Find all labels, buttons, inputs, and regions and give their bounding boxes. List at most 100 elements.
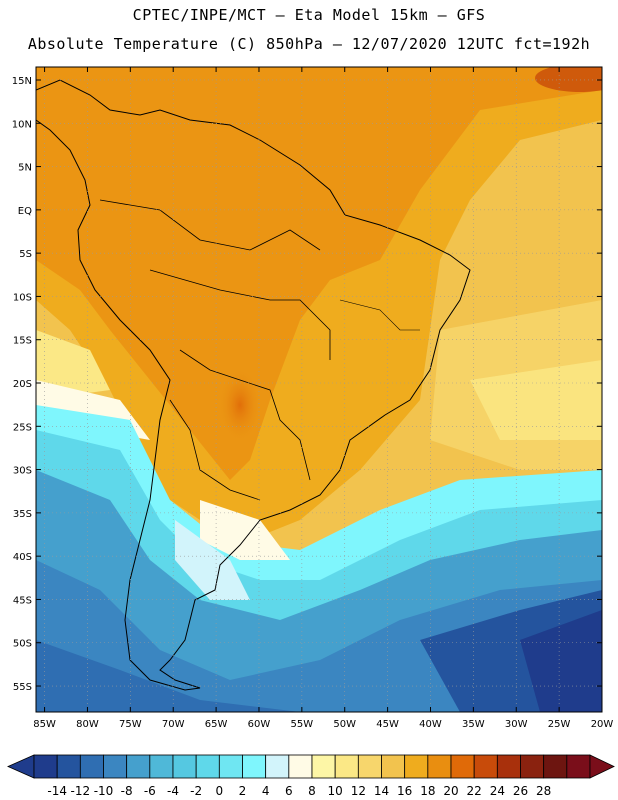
- colorbar-swatch: [543, 754, 568, 779]
- south-america-coast: [36, 79, 471, 691]
- lat-label: 35S: [13, 509, 32, 520]
- lat-label: 20S: [13, 379, 32, 390]
- colorbar-label: 16: [397, 784, 412, 798]
- border-states: [339, 299, 420, 331]
- lon-label: 20W: [591, 719, 614, 730]
- lon-label: 55W: [291, 719, 314, 730]
- lat-label: 25S: [13, 422, 32, 433]
- colorbar-swatch: [195, 754, 220, 779]
- colorbar-label: 14: [374, 784, 389, 798]
- lat-label: 5N: [18, 163, 32, 174]
- colorbar-swatch: [149, 754, 174, 779]
- colorbar-swatch: [242, 754, 267, 779]
- latitude-labels: 15N 10N 5N EQ 5S 10S 15S 20S 25S 30S 35S 40S 45S 50S 5…: [12, 76, 32, 693]
- colorbar-swatch: [381, 754, 406, 779]
- lat-label: 40S: [13, 552, 32, 563]
- colorbar-swatch: [103, 754, 128, 779]
- lat-label: 15N: [12, 76, 32, 87]
- border-argentina: [169, 399, 261, 501]
- colorbar-swatch: [566, 754, 591, 779]
- lat-label: 10N: [12, 119, 32, 130]
- colorbar: -14 -12 -10 -8 -6 -4 -2 0 2 4 6 8 10 12 14 16 18 20 22 24 26…: [7, 754, 615, 798]
- lat-label: 50S: [13, 639, 32, 650]
- colorbar-label: -14: [47, 784, 67, 798]
- temperature-field: [36, 67, 602, 712]
- colorbar-label: 28: [536, 784, 551, 798]
- lon-label: 30W: [505, 719, 528, 730]
- colorbar-swatch: [33, 754, 58, 779]
- colorbar-label: 24: [490, 784, 505, 798]
- longitude-labels: 85W 80W 75W 70W 65W 60W 55W 50W 45W 40W 35W 30W 25W 2…: [33, 719, 613, 730]
- lon-label: 80W: [76, 719, 99, 730]
- colorbar-swatch: [126, 754, 151, 779]
- coastlines: [36, 79, 471, 691]
- colorbar-label: 0: [216, 784, 224, 798]
- colorbar-swatch: [172, 754, 197, 779]
- colorbar-swatch: [79, 754, 104, 779]
- colorbar-label: -4: [167, 784, 179, 798]
- lon-label: 65W: [205, 719, 228, 730]
- colorbar-label: 4: [262, 784, 270, 798]
- colorbar-swatch: [288, 754, 313, 779]
- lon-label: 45W: [376, 719, 399, 730]
- plot-frame: [35, 66, 603, 713]
- colorbar-label: 18: [420, 784, 435, 798]
- colorbar-label: 26: [513, 784, 528, 798]
- field-hot: [36, 67, 602, 480]
- border-north: [99, 199, 321, 251]
- colorbar-swatch: [56, 754, 81, 779]
- colorbar-swatch: [496, 754, 521, 779]
- chart-subtitle: Absolute Temperature (C) 850hPa – 12/07/…: [27, 35, 591, 53]
- colorbar-swatch: [334, 754, 359, 779]
- lon-label: 75W: [119, 719, 142, 730]
- axis-ticks: [36, 67, 603, 712]
- field-lightyellow: [470, 360, 602, 440]
- colorbar-label: -10: [94, 784, 114, 798]
- lat-label: EQ: [18, 206, 32, 217]
- field-blue3: [36, 640, 300, 712]
- chart-title: CPTEC/INPE/MCT – Eta Model 15km – GFS: [132, 6, 486, 24]
- colorbar-label: -2: [190, 784, 202, 798]
- field-paleblue: [175, 520, 250, 600]
- colorbar-label: 10: [328, 784, 343, 798]
- border-paraguay: [179, 349, 311, 481]
- lat-label: 15S: [13, 336, 32, 347]
- colorbar-extend-low: [7, 754, 35, 779]
- field-hotspot-chaco: [220, 370, 260, 440]
- lon-label: 60W: [248, 719, 271, 730]
- lon-label: 40W: [419, 719, 442, 730]
- lon-label: 85W: [33, 719, 56, 730]
- colorbar-swatch: [473, 754, 498, 779]
- colorbar-label: 22: [467, 784, 482, 798]
- colorbar-swatch: [520, 754, 545, 779]
- colorbar-label: 6: [285, 784, 293, 798]
- colorbar-swatch: [311, 754, 336, 779]
- colorbar-swatch: [357, 754, 382, 779]
- colorbar-extend-high: [589, 754, 615, 779]
- border-brazil-west: [149, 269, 331, 360]
- colorbar-swatch: [450, 754, 475, 779]
- colorbar-swatch: [218, 754, 243, 779]
- field-hotspot-caribbean: [535, 67, 602, 92]
- lat-label: 10S: [13, 292, 32, 303]
- lat-label: 45S: [13, 595, 32, 606]
- colorbar-label: -6: [144, 784, 156, 798]
- colorbar-label: 8: [308, 784, 316, 798]
- lat-label: 55S: [13, 682, 32, 693]
- field-darkest: [520, 610, 602, 712]
- field-cream-front: [200, 500, 290, 560]
- colorbar-label: -8: [121, 784, 133, 798]
- colorbar-label: -12: [71, 784, 91, 798]
- lat-label: 30S: [13, 466, 32, 477]
- lat-label: 5S: [19, 249, 32, 260]
- colorbar-swatch: [265, 754, 290, 779]
- lon-label: 70W: [162, 719, 185, 730]
- lon-label: 25W: [548, 719, 571, 730]
- lon-label: 35W: [462, 719, 485, 730]
- colorbar-label: 2: [239, 784, 247, 798]
- colorbar-swatch: [404, 754, 429, 779]
- field-lightyellow-west: [36, 330, 110, 400]
- colorbar-label: 20: [443, 784, 458, 798]
- lon-label: 50W: [333, 719, 356, 730]
